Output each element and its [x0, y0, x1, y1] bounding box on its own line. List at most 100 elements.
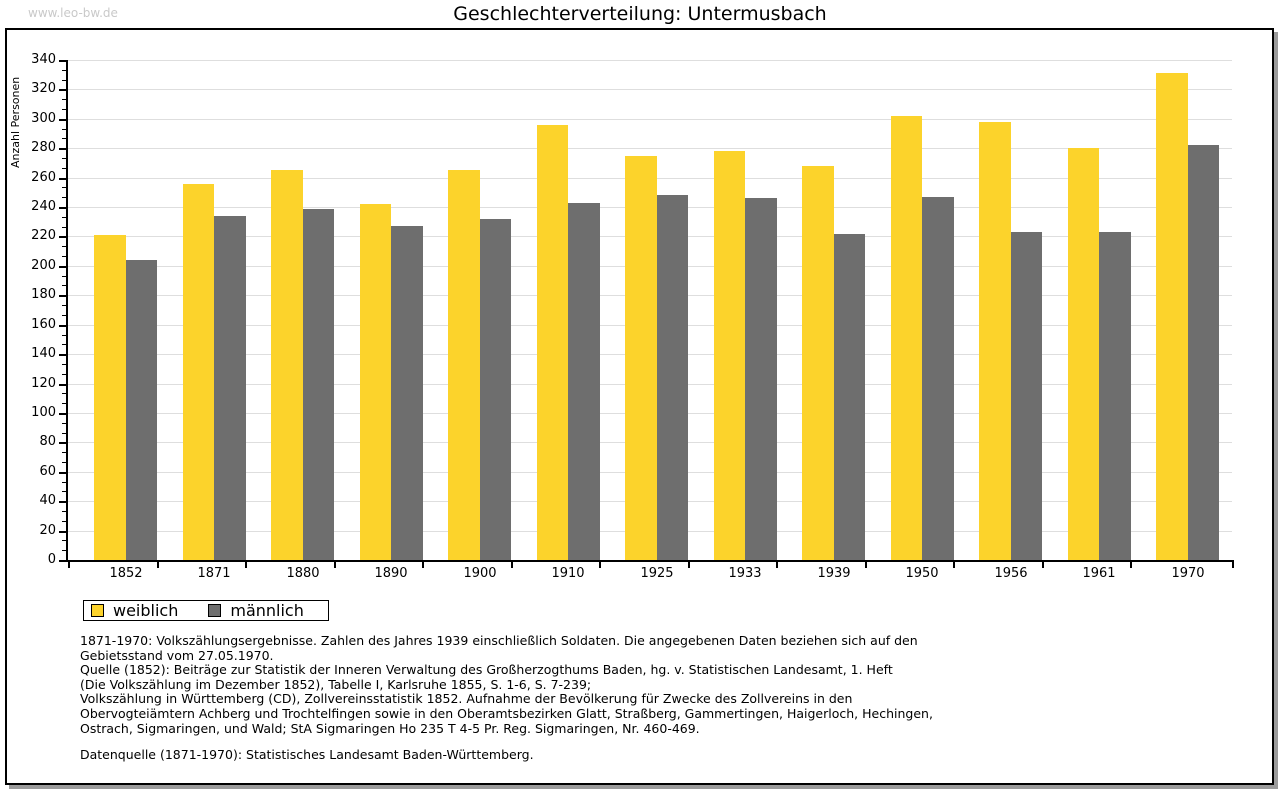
- y-minor-tick: [62, 491, 66, 492]
- note-line: Obervogteiämtern Achberg und Trochtelfin…: [80, 705, 933, 721]
- bar-weiblich-1880: [271, 170, 303, 560]
- y-minor-tick: [62, 403, 66, 404]
- y-tick: [59, 354, 66, 356]
- y-minor-tick: [62, 521, 66, 522]
- gridline-280: [68, 148, 1232, 149]
- y-tick: [59, 207, 66, 209]
- y-tick: [59, 472, 66, 474]
- y-tick-label: 280: [31, 140, 56, 155]
- y-tick: [59, 119, 66, 121]
- y-axis-line: [66, 60, 68, 562]
- y-minor-tick: [62, 197, 66, 198]
- bar-weiblich-1950: [890, 115, 922, 560]
- x-axis-label: 1939: [817, 566, 851, 581]
- legend: weiblich männlich: [83, 600, 329, 621]
- x-axis-label: 1852: [109, 566, 143, 581]
- y-minor-tick: [62, 452, 66, 453]
- bar-maennlich-1890: [391, 226, 423, 560]
- y-tick-label: 300: [31, 111, 56, 126]
- bar-maennlich-1880: [302, 208, 334, 560]
- data-source-line: Datenquelle (1871-1970): Statistisches L…: [80, 747, 534, 763]
- y-tick: [59, 236, 66, 238]
- y-tick: [59, 295, 66, 297]
- y-tick: [59, 178, 66, 180]
- y-tick-label: 220: [31, 228, 56, 243]
- bar-weiblich-1890: [359, 204, 391, 560]
- y-tick-label: 260: [31, 170, 56, 185]
- bar-weiblich-1925: [625, 155, 657, 560]
- y-minor-tick: [62, 315, 66, 316]
- y-tick: [59, 89, 66, 91]
- y-minor-tick: [62, 168, 66, 169]
- bar-maennlich-1852: [125, 260, 157, 560]
- y-tick-label: 120: [31, 376, 56, 391]
- y-tick-label: 40: [39, 493, 56, 508]
- y-minor-tick: [62, 305, 66, 306]
- x-axis-label: 1910: [551, 566, 585, 581]
- note-line: 1871-1970: Volkszählungsergebnisse. Zahl…: [80, 633, 918, 648]
- bar-weiblich-1852: [94, 235, 126, 560]
- footnotes: 1871-1970: Volkszählungsergebnisse. Zahl…: [80, 633, 933, 763]
- x-tick: [1042, 562, 1044, 568]
- watermark-url: www.leo-bw.de: [28, 6, 118, 20]
- x-axis-label: 1933: [728, 566, 762, 581]
- y-minor-tick: [62, 256, 66, 257]
- bar-maennlich-1900: [479, 218, 511, 560]
- y-minor-tick: [62, 138, 66, 139]
- bar-maennlich-1970: [1187, 145, 1219, 560]
- y-tick: [59, 148, 66, 150]
- x-axis-label: 1900: [463, 566, 497, 581]
- y-minor-tick: [62, 550, 66, 551]
- x-tick: [422, 562, 424, 568]
- gridline-340: [68, 60, 1232, 61]
- y-minor-tick: [62, 187, 66, 188]
- x-tick: [599, 562, 601, 568]
- y-minor-tick: [62, 70, 66, 71]
- bar-weiblich-1961: [1067, 148, 1099, 560]
- y-tick-label: 180: [31, 287, 56, 302]
- x-tick: [776, 562, 778, 568]
- y-minor-tick: [62, 433, 66, 434]
- bar-weiblich-1900: [448, 170, 480, 560]
- y-tick-label: 160: [31, 317, 56, 332]
- x-axis-label: 1950: [905, 566, 939, 581]
- y-minor-tick: [62, 217, 66, 218]
- y-minor-tick: [62, 129, 66, 130]
- y-tick-label: 100: [31, 405, 56, 420]
- gridline-300: [68, 119, 1232, 120]
- legend-swatch-weiblich: [91, 604, 104, 617]
- y-tick: [59, 501, 66, 503]
- x-tick: [245, 562, 247, 568]
- y-minor-tick: [62, 276, 66, 277]
- y-tick-label: 240: [31, 199, 56, 214]
- chart-frame: [5, 28, 1274, 785]
- y-minor-tick: [62, 246, 66, 247]
- bar-maennlich-1910: [568, 202, 600, 560]
- y-tick-label: 340: [31, 52, 56, 67]
- x-tick: [334, 562, 336, 568]
- x-axis-label: 1956: [994, 566, 1028, 581]
- x-axis-label: 1925: [640, 566, 674, 581]
- x-axis-label: 1961: [1082, 566, 1116, 581]
- bar-maennlich-1939: [833, 233, 865, 560]
- bar-weiblich-1970: [1156, 73, 1188, 560]
- x-tick: [68, 562, 70, 568]
- note-line: Ostrach, Sigmaringen, und Wald; StA Sigm…: [80, 720, 700, 736]
- legend-label-maennlich: männlich: [230, 601, 304, 620]
- x-axis-label: 1880: [286, 566, 320, 581]
- bar-maennlich-1961: [1099, 232, 1131, 560]
- y-tick-label: 140: [31, 346, 56, 361]
- x-tick: [865, 562, 867, 568]
- bar-weiblich-1939: [802, 165, 834, 560]
- bar-weiblich-1871: [182, 183, 214, 560]
- bar-maennlich-1950: [922, 196, 954, 560]
- x-axis-label: 1871: [197, 566, 231, 581]
- y-minor-tick: [62, 344, 66, 345]
- y-tick: [59, 560, 66, 562]
- y-tick: [59, 325, 66, 327]
- y-tick: [59, 384, 66, 386]
- y-tick: [59, 266, 66, 268]
- y-tick-label: 320: [31, 81, 56, 96]
- legend-item-maennlich: männlich: [208, 601, 304, 620]
